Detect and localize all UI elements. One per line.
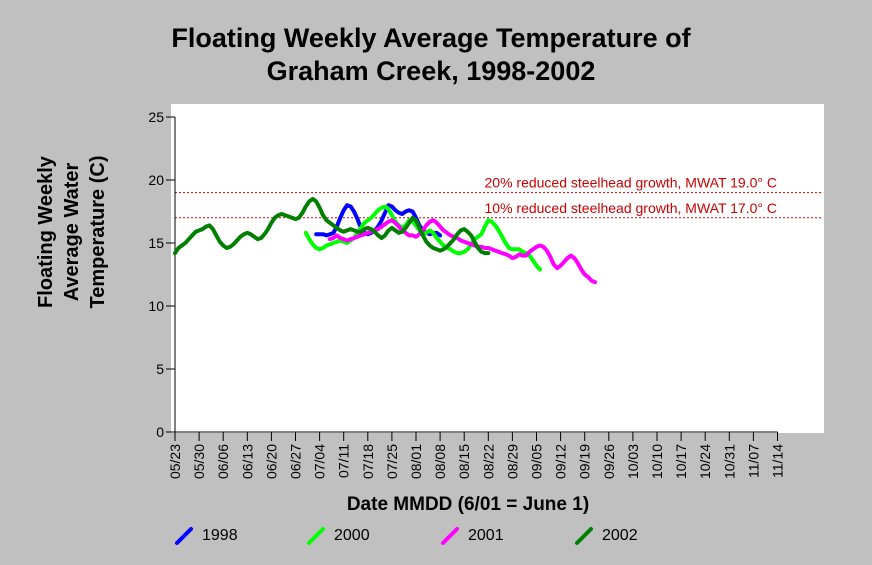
x-tick-label-06-20: 06/20 bbox=[263, 444, 279, 479]
y-axis-label-line-2: Average Water bbox=[61, 162, 83, 302]
x-tick-label-08-01: 08/01 bbox=[408, 444, 424, 479]
legend-label-2001: 2001 bbox=[468, 527, 504, 544]
legend-label-2000: 2000 bbox=[334, 527, 370, 544]
x-tick-label-10-31: 10/31 bbox=[721, 444, 737, 479]
legend-swatch-2000 bbox=[307, 527, 325, 545]
x-tick-label-09-12: 09/12 bbox=[553, 444, 569, 479]
y-tick-label-15: 15 bbox=[148, 235, 164, 251]
x-tick-label-08-22: 08/22 bbox=[480, 444, 496, 479]
y-axis-label: Floating Weekly Average Water Temperatur… bbox=[33, 102, 111, 362]
x-tick-label-06-13: 06/13 bbox=[239, 444, 255, 479]
legend-item-1998: 1998 bbox=[174, 526, 238, 546]
x-tick-label-07-18: 07/18 bbox=[360, 444, 376, 479]
threshold-label-1: 20% reduced steelhead growth, MWAT 19.0°… bbox=[485, 175, 778, 191]
legend-item-2001: 2001 bbox=[440, 526, 504, 546]
legend-item-2000: 2000 bbox=[306, 526, 370, 546]
y-axis-label-line-1: Floating Weekly bbox=[35, 156, 57, 308]
y-tick-label-5: 5 bbox=[156, 361, 164, 377]
legend-label-2002: 2002 bbox=[602, 527, 638, 544]
x-tick-label-09-19: 09/19 bbox=[577, 444, 593, 479]
x-axis-label: Date MMDD (6/01 = June 1) bbox=[346, 494, 590, 515]
x-tick-label-05-23: 05/23 bbox=[167, 444, 183, 479]
x-tick-label-09-26: 09/26 bbox=[601, 444, 617, 479]
x-tick-label-11-07: 11/07 bbox=[745, 444, 761, 478]
x-tick-label-10-10: 10/10 bbox=[649, 444, 665, 479]
x-tick-label-09-05: 09/05 bbox=[529, 444, 545, 479]
y-tick-label-25: 25 bbox=[148, 109, 164, 125]
y-tick-label-0: 0 bbox=[156, 424, 164, 440]
threshold-layer: 20% reduced steelhead growth, MWAT 19.0°… bbox=[175, 175, 821, 219]
title-line-1: Floating Weekly Average Temperature of bbox=[171, 23, 691, 53]
x-tick-label-08-08: 08/08 bbox=[432, 444, 448, 479]
axis-layer: 0 5 10 15 20 25 05/23 05/30 06/06 06/13 06/20 06/27… bbox=[148, 109, 785, 479]
legend-item-2002: 2002 bbox=[574, 526, 638, 546]
x-tick-label-05-30: 05/30 bbox=[191, 444, 207, 479]
legend-label-1998: 1998 bbox=[202, 527, 238, 544]
y-tick-label-20: 20 bbox=[148, 172, 164, 188]
x-tick-label-08-15: 08/15 bbox=[456, 444, 472, 479]
x-tick-label-08-29: 08/29 bbox=[504, 444, 520, 479]
y-tick-label-10: 10 bbox=[148, 298, 164, 314]
y-axis-label-line-3: Temperature (C) bbox=[87, 155, 109, 309]
x-tick-label-10-24: 10/24 bbox=[697, 444, 713, 479]
x-tick-label-11-14: 11/14 bbox=[770, 444, 786, 478]
x-tick-label-06-06: 06/06 bbox=[215, 444, 231, 479]
legend-swatch-1998 bbox=[175, 527, 193, 545]
x-tick-label-10-17: 10/17 bbox=[673, 444, 689, 479]
series-line-2002 bbox=[173, 196, 491, 256]
x-tick-label-07-11: 07/11 bbox=[336, 444, 352, 478]
x-tick-label-07-25: 07/25 bbox=[384, 444, 400, 479]
threshold-label-2: 10% reduced steelhead growth, MWAT 17.0°… bbox=[485, 200, 778, 216]
legend-swatch-2001 bbox=[441, 527, 459, 545]
x-tick-label-10-03: 10/03 bbox=[625, 444, 641, 479]
legend-swatch-2002 bbox=[575, 527, 593, 545]
chart-title: Floating Weekly Average Temperature of G… bbox=[0, 22, 862, 88]
x-tick-label-07-04: 07/04 bbox=[312, 444, 328, 479]
plot-area bbox=[171, 104, 824, 433]
series-layer bbox=[173, 196, 597, 285]
x-tick-label-06-27: 06/27 bbox=[288, 444, 304, 479]
title-line-2: Graham Creek, 1998-2002 bbox=[266, 56, 596, 86]
